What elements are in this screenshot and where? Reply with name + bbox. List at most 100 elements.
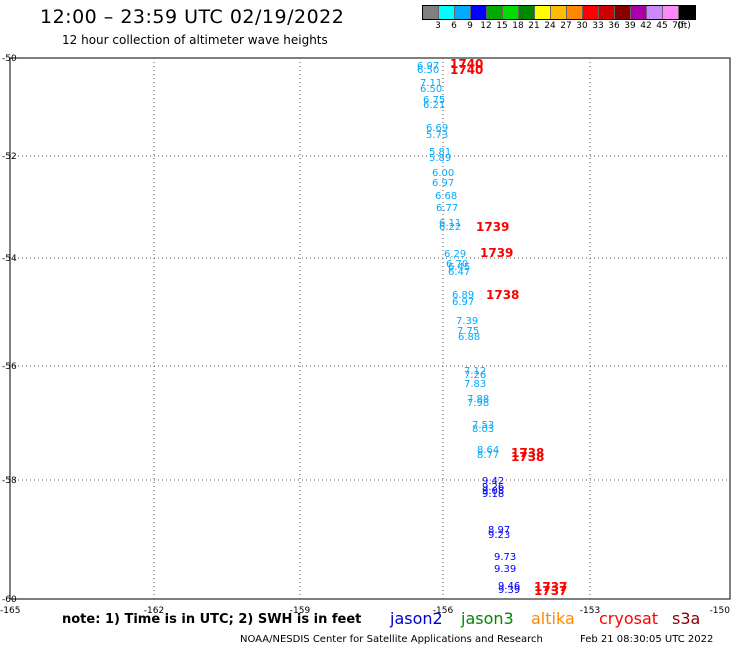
wave-height-reading: 7.98 [467,398,489,409]
legend-label: 39 [624,21,636,31]
wave-height-reading: 5.81 [429,147,451,158]
legend-label: 36 [608,21,620,31]
legend-swatch [423,6,439,19]
longitude-tick-label: -150 [710,606,731,616]
longitude-tick-label: -162 [144,606,164,616]
wave-height-reading: 9.26 [482,482,504,493]
units-note: note: 1) Time is in UTC; 2) SWH is in fe… [62,612,362,627]
wave-height-reading: 9.18 [482,489,504,500]
legend-swatch [679,6,695,19]
legend-swatch [519,6,535,19]
legend-label: 9 [467,21,473,31]
satellite-name: jason2 [390,609,443,628]
satellite-name: cryosat [599,609,659,628]
legend-swatch [471,6,487,19]
latitude-tick-label: -58 [2,476,17,486]
wave-height-reading: 6.22 [439,222,461,233]
legend-label: 12 [480,21,492,31]
wave-height-reading: 6.11 [439,218,461,229]
wave-height-reading: 6.97 [417,61,439,72]
wave-height-reading: 6.68 [435,191,457,202]
legend-swatch [487,6,503,19]
pass-time-label: 1739 [480,246,513,260]
legend-label: 70 [672,21,684,31]
legend-label: 30 [576,21,588,31]
pass-time-label: 1737 [534,580,567,594]
wave-height-reading: 9.08 [482,486,504,497]
wave-height-reading: 5.73 [426,130,448,141]
wave-height-reading: 7.39 [456,316,478,327]
pass-time-label: 1740 [450,57,483,71]
legend-swatch [567,6,583,19]
legend-label: 18 [512,21,524,31]
legend-label: 24 [544,21,556,31]
latitude-tick-label: -56 [2,362,17,372]
longitude-tick-label: -153 [580,606,600,616]
legend-swatch [583,6,599,19]
wave-height-reading: 6.77 [436,203,458,214]
wave-height-reading: 7.53 [472,420,494,431]
legend-label: 3 [435,21,441,31]
legend-label: 33 [592,21,604,31]
wave-height-reading: 5.89 [429,153,451,164]
longitude-tick-label: -156 [433,606,454,616]
wave-height-reading: 8.03 [472,424,494,435]
wave-height-reading: 9.73 [494,552,516,563]
legend-swatch [647,6,663,19]
legend-swatch [503,6,519,19]
wave-height-reading: 7.88 [467,394,489,405]
legend-label: 15 [496,21,508,31]
legend-swatch [439,6,455,19]
wave-height-reading: 6.45 [448,262,470,273]
pass-time-label: 1740 [450,63,483,77]
latitude-tick-label: -52 [2,152,17,162]
wave-height-reading: 6.21 [423,100,445,111]
latitude-tick-label: -54 [2,254,17,264]
legend-swatch [551,6,567,19]
wave-height-reading: 7.26 [464,370,486,381]
wave-height-reading: 6.50 [420,84,442,95]
pass-time-label: 1738 [511,446,544,460]
wave-height-reading: 8.97 [488,525,510,536]
pass-time-label: 1739 [476,220,509,234]
wave-height-reading: 9.39 [498,585,520,596]
legend-label: 21 [528,21,540,31]
page-title: 12:00 – 23:59 UTC 02/19/2022 [40,6,345,28]
latitude-tick-label: -50 [2,54,17,64]
wave-height-reading: 7.12 [464,366,486,377]
wave-height-reading: 9.23 [488,530,510,541]
wave-height-reading: 6.00 [432,168,454,179]
wave-height-reading: 6.50 [417,65,439,76]
legend-label: 6 [451,21,457,31]
wave-height-reading: 6.88 [458,332,480,343]
wave-height-reading: 6.97 [432,178,454,189]
page-subtitle: 12 hour collection of altimeter wave hei… [62,33,328,47]
latitude-tick-label: -60 [2,595,17,605]
pass-time-label: 1737 [534,584,567,598]
legend-swatch [535,6,551,19]
map-frame [9,57,731,600]
legend-label: 45 [656,21,668,31]
legend-swatch [615,6,631,19]
wave-height-reading: 6.47 [448,267,470,278]
pass-time-label: 1738 [511,450,544,464]
wave-height-reading: 6.75 [423,95,445,106]
wave-height-reading: 8.77 [477,450,499,461]
legend-label: (ft) [677,21,691,31]
satellite-name: altika [531,609,575,628]
longitude-tick-label: -165 [0,606,20,616]
generated-timestamp: Feb 21 08:30:05 UTC 2022 [580,634,714,645]
color-scale-labels: 3 6 9 12 15 18 21 24 27 30 33 36 39 42 45 70 (ft) [422,21,740,33]
wave-height-reading: 7.83 [464,379,486,390]
color-scale-legend [422,5,696,20]
wave-height-reading: 9.39 [494,564,516,575]
wave-height-reading: 6.70 [446,259,468,270]
pass-time-label: 1738 [486,288,519,302]
wave-height-reading: 9.42 [482,476,504,487]
legend-swatch [663,6,679,19]
legend-swatch [455,6,471,19]
legend-swatch [599,6,615,19]
wave-height-reading: 6.89 [452,290,474,301]
wave-height-reading: 7.11 [420,78,442,89]
